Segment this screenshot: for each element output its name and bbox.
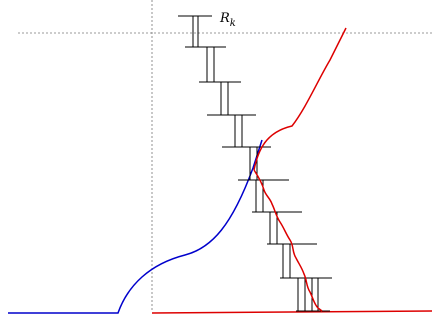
red-baseline [151,310,432,314]
stair-structure [178,15,332,312]
rk-label-subscript: k [230,18,236,29]
rk-label: Rk [219,11,236,29]
red-curve-upper [253,27,347,171]
blue-curve [8,139,263,314]
red-curve-wiggly [253,169,323,312]
rk-label-main: R [219,11,230,26]
